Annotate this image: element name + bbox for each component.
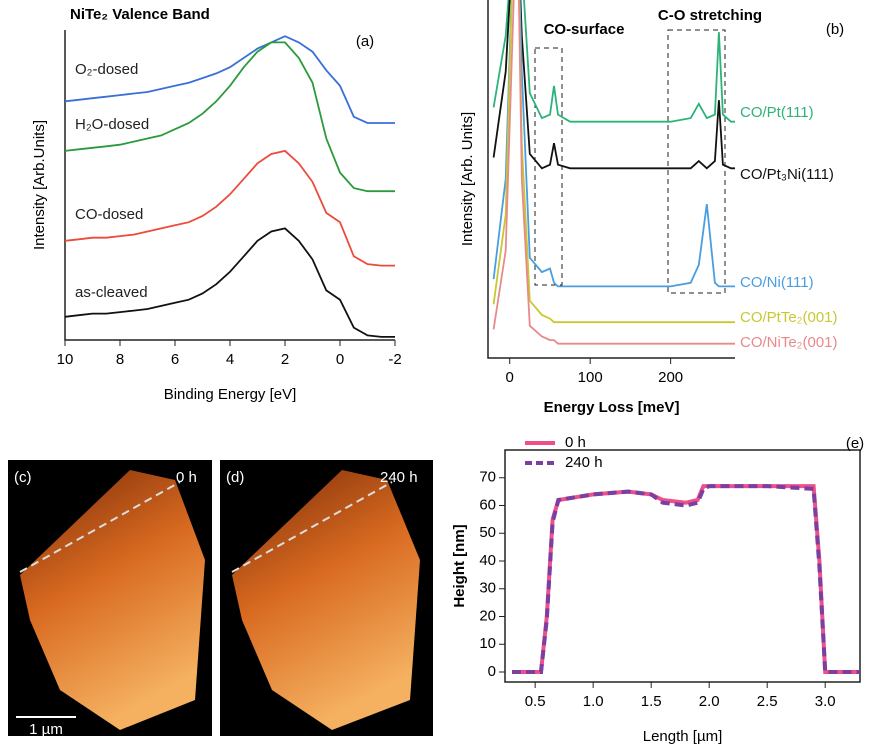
y-axis-label: Height [nm] bbox=[451, 524, 468, 607]
y-tick-label: 40 bbox=[479, 552, 496, 569]
x-tick-label: 0 bbox=[336, 351, 344, 368]
x-tick-label: 4 bbox=[226, 351, 234, 368]
series-line bbox=[494, 0, 739, 322]
y-tick-label: 50 bbox=[479, 524, 496, 541]
panel-label: (d) bbox=[226, 469, 244, 486]
legend-label: 240 h bbox=[565, 454, 603, 471]
x-tick-label: 6 bbox=[171, 351, 179, 368]
image-label: 0 h bbox=[176, 469, 197, 486]
series-label: as-cleaved bbox=[75, 284, 148, 301]
x-tick-label: 0.5 bbox=[525, 693, 546, 710]
series-line bbox=[512, 486, 860, 672]
series-label: CO/Ni(111) bbox=[740, 274, 814, 291]
series-label: CO/NiTe₂(001) bbox=[740, 334, 838, 351]
x-axis-label: Binding Energy [eV] bbox=[164, 386, 297, 403]
y-tick-label: 30 bbox=[479, 580, 496, 597]
series-label: CO/PtTe₂(001) bbox=[740, 309, 838, 326]
afm-panel-c: (c) 0 h 1 µm bbox=[8, 460, 212, 738]
x-tick-label: 3.0 bbox=[815, 693, 836, 710]
series-line bbox=[65, 228, 395, 337]
x-tick-label: 8 bbox=[116, 351, 124, 368]
series-group bbox=[512, 486, 860, 672]
x-tick-label: 2.0 bbox=[699, 693, 720, 710]
series-group bbox=[494, 0, 739, 344]
image-label: 240 h bbox=[380, 469, 418, 486]
x-tick-label: 2.5 bbox=[757, 693, 778, 710]
series-line bbox=[65, 36, 395, 123]
series-label: H₂O-dosed bbox=[75, 116, 149, 133]
y-axis-label: Intensity [Arb.Units] bbox=[31, 120, 48, 250]
x-tick-label: 10 bbox=[57, 351, 74, 368]
panel-label: (e) bbox=[846, 435, 864, 452]
x-tick-label: 1.5 bbox=[641, 693, 662, 710]
panel-label: (b) bbox=[826, 21, 844, 38]
y-tick-label: 20 bbox=[479, 607, 496, 624]
x-axis-label: Length [µm] bbox=[643, 728, 723, 745]
x-tick-label: 1.0 bbox=[583, 693, 604, 710]
panel-label: (a) bbox=[356, 33, 374, 50]
afm-panel-d: (d) 240 h bbox=[220, 460, 433, 736]
highlight-box bbox=[535, 48, 562, 285]
series-label: CO/Pt₃Ni(111) bbox=[740, 166, 834, 183]
chart-title: NiTe₂ Valence Band bbox=[70, 6, 210, 23]
series-line bbox=[494, 0, 739, 344]
series-label: CO/Pt(111) bbox=[740, 104, 814, 121]
annotation: CO-surface bbox=[544, 21, 625, 38]
annotation: C-O stretching bbox=[658, 7, 762, 24]
y-tick-label: 60 bbox=[479, 496, 496, 513]
axis-line bbox=[488, 0, 735, 358]
x-tick-label: 200 bbox=[658, 369, 683, 386]
x-tick-label: -2 bbox=[388, 351, 401, 368]
x-tick-label: 100 bbox=[578, 369, 603, 386]
figure: (c) 0 h 1 µm (d) 240 h 1086420-2Binding … bbox=[0, 0, 877, 745]
x-axis-label: Energy Loss [meV] bbox=[544, 399, 680, 416]
x-tick-label: 0 bbox=[506, 369, 514, 386]
series-label: CO-dosed bbox=[75, 206, 143, 223]
series-label: O₂-dosed bbox=[75, 61, 138, 78]
legend-label: 0 h bbox=[565, 434, 586, 451]
x-tick-label: 2 bbox=[281, 351, 289, 368]
y-tick-label: 0 bbox=[488, 663, 496, 680]
scale-bar-label: 1 µm bbox=[29, 721, 63, 738]
panel-label: (c) bbox=[14, 469, 32, 486]
series-line bbox=[512, 486, 860, 672]
series-line bbox=[494, 0, 739, 286]
y-tick-label: 10 bbox=[479, 635, 496, 652]
y-tick-label: 70 bbox=[479, 469, 496, 486]
y-axis-label: Intensity [Arb. Units] bbox=[459, 112, 476, 246]
